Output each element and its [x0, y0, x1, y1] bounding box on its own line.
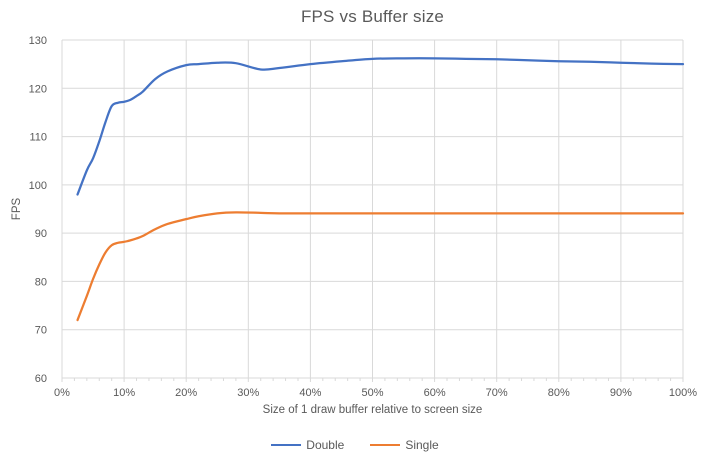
series-line-single — [76, 211, 685, 322]
y-tick-label: 70 — [35, 325, 47, 337]
y-tick-label: 90 — [35, 228, 47, 240]
y-tick-label: 120 — [29, 83, 47, 95]
y-axis-title: FPS — [11, 197, 23, 221]
legend-label: Double — [306, 438, 345, 452]
x-tick-label: 60% — [424, 387, 446, 399]
x-tick-label: 20% — [175, 387, 197, 399]
legend-swatch-double — [271, 444, 302, 446]
x-tick-label: 70% — [486, 387, 508, 399]
x-tick-label: 100% — [669, 387, 697, 399]
x-tick-label: 50% — [361, 387, 383, 399]
legend: Double Single — [0, 438, 710, 452]
x-tick-label: 90% — [610, 387, 632, 399]
legend-item-single: Single — [370, 438, 439, 452]
y-tick-label: 60 — [35, 373, 47, 385]
y-tick-label: 130 — [29, 35, 47, 47]
chart-title: FPS vs Buffer size — [300, 7, 445, 26]
x-tick-label: 40% — [299, 387, 321, 399]
y-tick-label: 80 — [35, 276, 47, 288]
x-tick-label: 30% — [237, 387, 259, 399]
legend-item-double: Double — [271, 438, 344, 452]
x-tick-label: 0% — [54, 387, 70, 399]
plot-area: 60 70 80 90 100 110 120 130 0% 10% 20% 30% 40% 50% 60%… — [29, 35, 698, 399]
y-tick-label: 100 — [29, 180, 47, 192]
x-tick-label: 10% — [113, 387, 135, 399]
legend-label: Single — [405, 438, 439, 452]
y-tick-label: 110 — [29, 132, 47, 144]
legend-swatch-single — [370, 444, 401, 446]
x-tick-label: 80% — [548, 387, 570, 399]
x-axis-title: Size of 1 draw buffer relative to screen… — [262, 404, 483, 416]
series-line-double — [76, 57, 685, 196]
